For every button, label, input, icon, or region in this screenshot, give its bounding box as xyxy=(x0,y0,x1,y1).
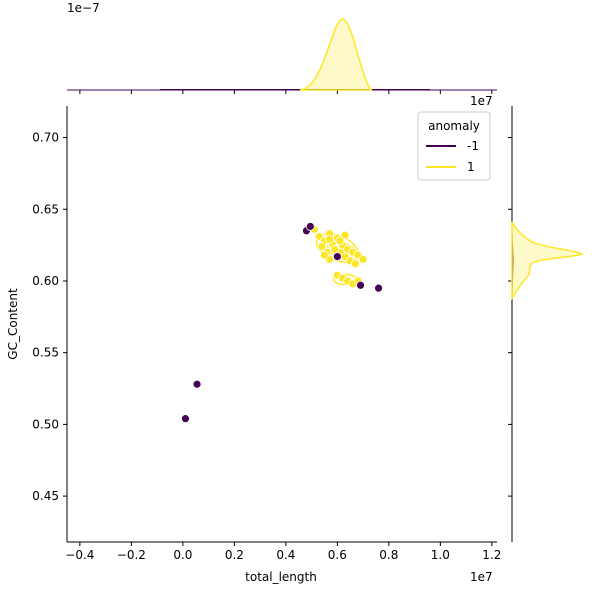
scatter-point-anomaly xyxy=(192,379,202,389)
right-marginal xyxy=(508,106,584,542)
scatter-point-anomaly xyxy=(356,280,365,290)
y-axis-label: GC_Content xyxy=(6,288,20,360)
scatter-point-normal xyxy=(317,242,327,251)
scatter-points xyxy=(181,222,383,424)
scatter-point-normal xyxy=(358,255,368,264)
x-tick-label: 0.0 xyxy=(173,548,192,562)
x-tick-group: −0.4 −0.2 0.0 0.2 0.4 0.6 0.8 1.0 1.2 xyxy=(65,542,501,562)
x-tick-label: −0.4 xyxy=(65,548,94,562)
scatter-point-normal xyxy=(325,234,335,244)
y-tick-label: 0.65 xyxy=(32,202,59,216)
y-tick-label: 0.70 xyxy=(32,131,59,145)
main-axes: −0.4 −0.2 0.0 0.2 0.4 0.6 0.8 1.0 1.2 0.450.500.… xyxy=(6,94,501,584)
top-kde-1 xyxy=(299,18,373,91)
x-tick-label: −0.2 xyxy=(117,548,146,562)
x-axis-label: total_length xyxy=(245,570,317,584)
right-kde-1 xyxy=(511,221,584,301)
y-tick-label: 0.45 xyxy=(32,489,59,503)
scatter-point-anomaly xyxy=(374,283,383,293)
legend-label-neg1: -1 xyxy=(467,139,479,153)
scatter-point-anomaly xyxy=(181,414,190,424)
y-tick-label: 0.50 xyxy=(32,417,59,431)
scatter-point-anomaly xyxy=(305,222,315,231)
scatter-point-normal xyxy=(340,230,350,240)
scatter-point-normal xyxy=(350,259,360,269)
y-tick-group: 0.45 0.50 0.55 0.60 0.65 0.70 xyxy=(32,131,67,503)
x-tick-label: 1.2 xyxy=(482,548,501,562)
top-kde-neg1 xyxy=(67,89,497,91)
scatter-point-normal xyxy=(320,250,329,260)
x-offset-label: 1e7 xyxy=(470,570,493,584)
y-offset-label: 1e7 xyxy=(470,94,493,108)
right-marginal-ticks xyxy=(508,137,512,497)
legend-label-1: 1 xyxy=(467,160,475,174)
y-tick-label: 0.55 xyxy=(32,346,59,360)
y-tick-label: 0.60 xyxy=(32,274,59,288)
top-marginal-offset-label: 1e−7 xyxy=(67,1,100,15)
legend: anomaly -1 1 xyxy=(417,111,491,181)
scatter-point-anomaly xyxy=(332,252,342,261)
top-marginal: 1e−7 xyxy=(67,1,497,94)
x-tick-label: 0.6 xyxy=(328,548,347,562)
scatter-point-normal xyxy=(335,236,345,246)
top-marginal-ticks xyxy=(79,90,493,94)
x-tick-label: 0.8 xyxy=(379,548,398,562)
x-tick-label: 0.2 xyxy=(225,548,244,562)
x-tick-label: 1.0 xyxy=(431,548,450,562)
x-tick-label: 0.4 xyxy=(276,548,295,562)
legend-title: anomaly xyxy=(428,119,480,133)
